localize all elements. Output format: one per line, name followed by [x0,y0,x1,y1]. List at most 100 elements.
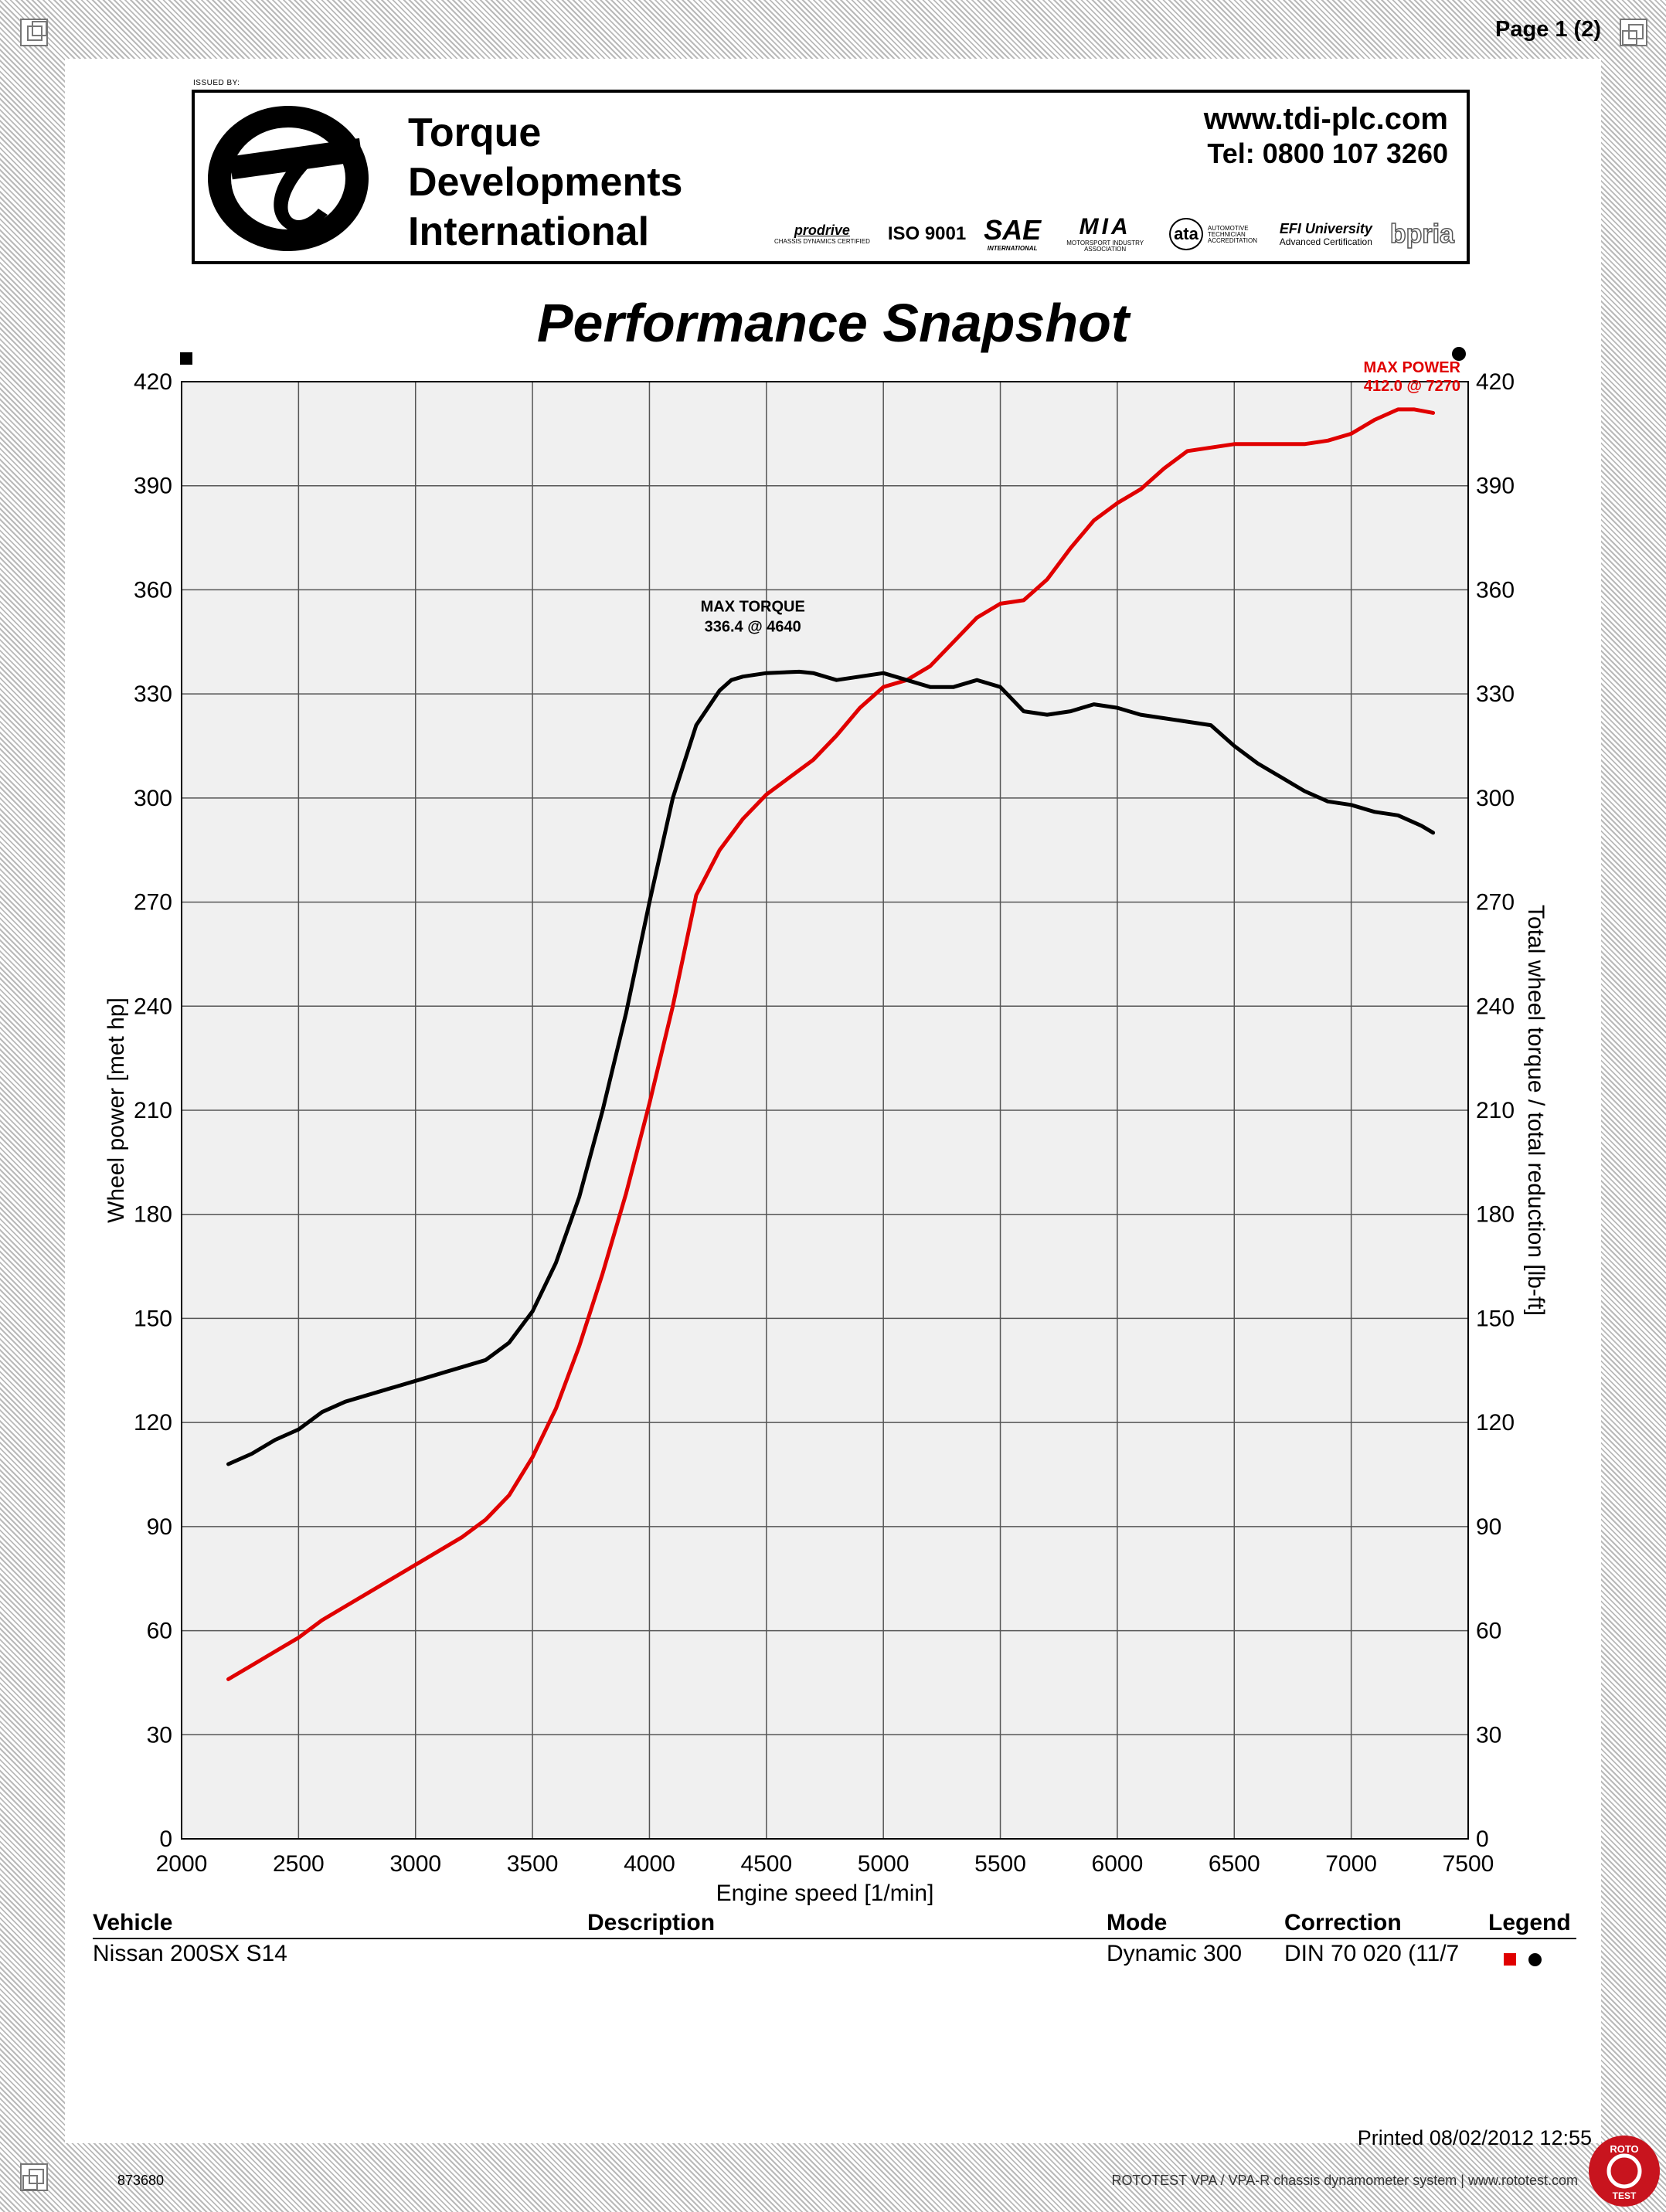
certification-logos: prodrive CHASSIS DYNAMICS CERTIFIED ISO … [774,210,1455,258]
system-footer: ROTOTEST VPA / VPA-R chassis dynamometer… [1111,2173,1578,2188]
legend-torque-marker [1528,1953,1542,1966]
power-curve [226,407,1436,1681]
cert-name: EFI University [1279,221,1372,236]
y-tick-label-right: 120 [1476,1410,1515,1436]
x-tick-label: 4500 [740,1851,792,1877]
company-header: Torque Developments International www.td… [192,90,1470,264]
y-tick-label-right: 0 [1476,1826,1489,1852]
rototest-logo: ROTO TEST [1587,2134,1661,2208]
y-tick-label-right: 240 [1476,994,1515,1019]
plot-border [181,381,1469,1840]
mode-cell: Dynamic 300 [1107,1941,1243,1966]
cert-sub: MOTORSPORT INDUSTRY ASSOCIATION [1066,240,1144,253]
y-tick-label-right: 90 [1476,1514,1501,1540]
power-axis-marker [180,352,192,365]
x-axis-label: Engine speed [1/min] [716,1881,934,1906]
x-tick-label: 3500 [507,1851,559,1877]
y-tick-label-left: 0 [159,1826,172,1852]
roto-label: ROTO [1610,2143,1638,2155]
sae-logo: SAE INTERNATIONAL [984,216,1041,252]
x-tick-label: 6500 [1209,1851,1260,1877]
y-tick-label-left: 330 [134,681,172,707]
printed-timestamp: Printed 08/02/2012 12:55 [1357,2126,1592,2149]
y-tick-label-left: 240 [134,994,172,1019]
legend-power-marker [1504,1953,1516,1966]
report-code: 873680 [117,2173,165,2188]
y-tick-label-left: 360 [134,577,172,603]
telephone-number: Tel: 0800 107 3260 [1207,138,1448,169]
test-label: TEST [1613,2190,1637,2201]
x-tick-label: 3000 [389,1851,441,1877]
max-power-label: MAX POWER [1363,359,1460,376]
cert-sub: INTERNATIONAL [987,245,1038,252]
y-tick-label-left: 90 [147,1514,172,1540]
x-tick-label: 4000 [624,1851,675,1877]
description-header: Description [587,1910,716,1935]
y-tick-label-left: 120 [134,1410,172,1436]
cert-name: ata [1169,218,1203,250]
prodrive-logo: prodrive CHASSIS DYNAMICS CERTIFIED [774,223,870,245]
y-tick-label-right: 270 [1476,890,1515,916]
table-divider [93,1938,1576,1939]
y-tick-label-left: 420 [134,369,172,395]
y-tick-label-right: 390 [1476,474,1515,499]
torque-curve [226,669,1436,1466]
y-axis-label-left: Wheel power [met hp] [104,997,129,1223]
x-tick-label: 7000 [1325,1851,1377,1877]
mode-header: Mode [1107,1910,1168,1935]
company-name-line: Developments [408,160,683,205]
legend-header: Legend [1488,1910,1571,1935]
x-tick-label: 2500 [273,1851,325,1877]
website-link[interactable]: www.tdi-plc.com [1203,102,1448,136]
cert-name: ISO 9001 [887,223,967,244]
company-name-line: Torque [408,110,542,155]
y-tick-label-right: 30 [1476,1722,1501,1748]
tdi-logo-icon [202,100,374,257]
restore-window-icon[interactable] [17,15,53,51]
ata-logo: ata AUTOMOTIVE TECHNICIAN ACCREDITATION [1169,218,1262,250]
torque-axis-marker [1452,347,1466,361]
y-tick-label-left: 270 [134,890,172,916]
x-tick-label: 6000 [1092,1851,1144,1877]
mia-logo: MIA MOTORSPORT INDUSTRY ASSOCIATION [1059,216,1151,253]
iso-9001-logo: ISO 9001 [888,225,966,243]
restore-window-icon[interactable] [17,2160,53,2196]
max-torque-label: MAX TORQUE [701,598,805,615]
cert-sub: AUTOMOTIVE TECHNICIAN ACCREDITATION [1207,225,1258,244]
bpria-logo: bpria [1389,219,1455,249]
x-tick-label: 5500 [974,1851,1026,1877]
chart-title: Performance Snapshot [536,293,1130,353]
cert-name: bpria [1389,219,1455,249]
max-power-value: 412.0 @ 7270 [1364,378,1460,395]
x-tick-label: 2000 [156,1851,208,1877]
y-tick-label-left: 300 [134,786,172,811]
y-tick-label-left: 390 [134,474,172,499]
cert-sub: CHASSIS DYNAMICS CERTIFIED [774,238,870,245]
correction-cell: DIN 70 020 (11/76 [1284,1941,1459,1966]
vehicle-header: Vehicle [93,1910,173,1935]
vehicle-cell: Nissan 200SX S14 [93,1941,287,1966]
max-torque-value: 336.4 @ 4640 [705,618,801,635]
y-tick-label-right: 300 [1476,786,1515,811]
y-tick-label-right: 150 [1476,1306,1515,1331]
y-tick-label-right: 330 [1476,681,1515,707]
y-tick-label-left: 150 [134,1306,172,1331]
efi-university-logo: EFI University Advanced Certification [1280,222,1372,246]
y-tick-label-right: 360 [1476,577,1515,603]
correction-header: Correction [1284,1910,1402,1935]
page-number: Page 1 (2) [1495,17,1601,42]
issued-by-label: ISSUED BY: [193,79,240,87]
y-tick-label-right: 60 [1476,1619,1501,1644]
y-tick-label-right: 180 [1476,1202,1515,1228]
y-tick-label-left: 180 [134,1202,172,1228]
restore-window-icon[interactable] [1617,15,1652,51]
company-name-line: International [408,209,650,254]
y-tick-label-left: 30 [147,1722,172,1748]
y-tick-label-left: 210 [134,1098,172,1123]
x-tick-label: 7500 [1443,1851,1494,1877]
cert-name: prodrive [794,223,850,238]
company-name: Torque Developments International [408,108,682,257]
y-axis-label-right: Total wheel torque / total reduction [lb… [1523,905,1549,1316]
y-tick-label-right: 210 [1476,1098,1515,1123]
